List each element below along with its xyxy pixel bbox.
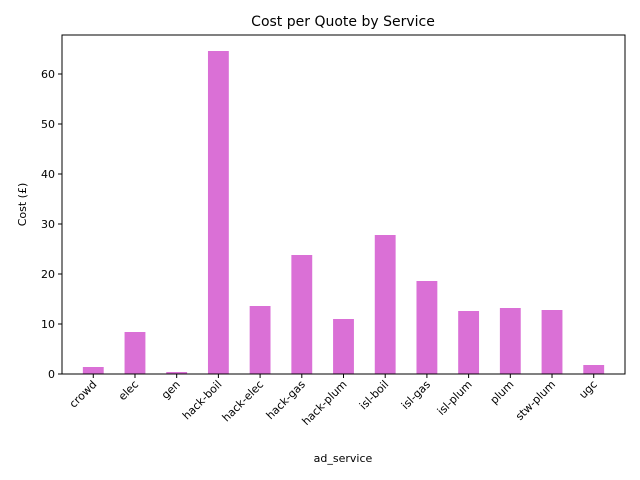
plot-frame bbox=[61, 34, 626, 375]
bar-isl-gas bbox=[416, 281, 438, 374]
y-tick-label-0: 0 bbox=[48, 368, 55, 381]
bar-hack-gas bbox=[291, 255, 313, 374]
y-tick-label-50: 50 bbox=[41, 118, 55, 131]
bar-hack-elec bbox=[249, 306, 271, 374]
x-tick-label-crowd: crowd bbox=[67, 378, 100, 411]
bar-crowd bbox=[82, 367, 104, 374]
y-tick-label-20: 20 bbox=[41, 268, 55, 281]
x-tick-label-isl-gas: isl-gas bbox=[399, 378, 433, 412]
bar-hack-boil bbox=[207, 51, 229, 374]
bar-isl-boil bbox=[374, 235, 396, 374]
y-tick-label-60: 60 bbox=[41, 68, 55, 81]
bar-hack-plum bbox=[333, 319, 354, 374]
x-tick-label-isl-plum: isl-plum bbox=[435, 378, 475, 418]
bar-gen bbox=[166, 372, 188, 374]
x-tick-label-isl-boil: isl-boil bbox=[357, 378, 391, 412]
x-tick-label-hack-elec: hack-elec bbox=[220, 378, 266, 424]
bar-isl-plum bbox=[458, 311, 480, 374]
y-axis-ticks: 0 10 20 30 40 50 60 bbox=[41, 68, 62, 381]
x-tick-label-hack-boil: hack-boil bbox=[180, 378, 225, 423]
x-tick-label-ugc: ugc bbox=[576, 378, 599, 401]
x-tick-label-hack-plum: hack-plum bbox=[300, 378, 350, 428]
x-tick-label-elec: elec bbox=[116, 378, 141, 403]
y-tick-label-30: 30 bbox=[41, 218, 55, 231]
x-tick-label-plum: plum bbox=[488, 378, 517, 407]
x-axis-label: ad_service bbox=[314, 452, 373, 465]
bar-ugc bbox=[583, 365, 605, 374]
x-axis-ticks: crowd elec genhack-boilhack-elechack-gasha… bbox=[67, 374, 600, 428]
chart-title: Cost per Quote by Service bbox=[251, 14, 435, 30]
y-tick-label-10: 10 bbox=[41, 318, 55, 331]
x-tick-label-stw-plum: stw-plum bbox=[513, 378, 558, 423]
bar-elec bbox=[124, 332, 146, 374]
bars-group bbox=[82, 51, 605, 374]
y-axis-label: Cost (£) bbox=[16, 183, 29, 227]
bar-plum bbox=[499, 308, 521, 374]
x-tick-label-hack-gas: hack-gas bbox=[264, 378, 308, 422]
x-tick-label-gen: gen bbox=[159, 378, 183, 402]
y-tick-label-40: 40 bbox=[41, 168, 55, 181]
bar-stw-plum bbox=[541, 310, 563, 374]
